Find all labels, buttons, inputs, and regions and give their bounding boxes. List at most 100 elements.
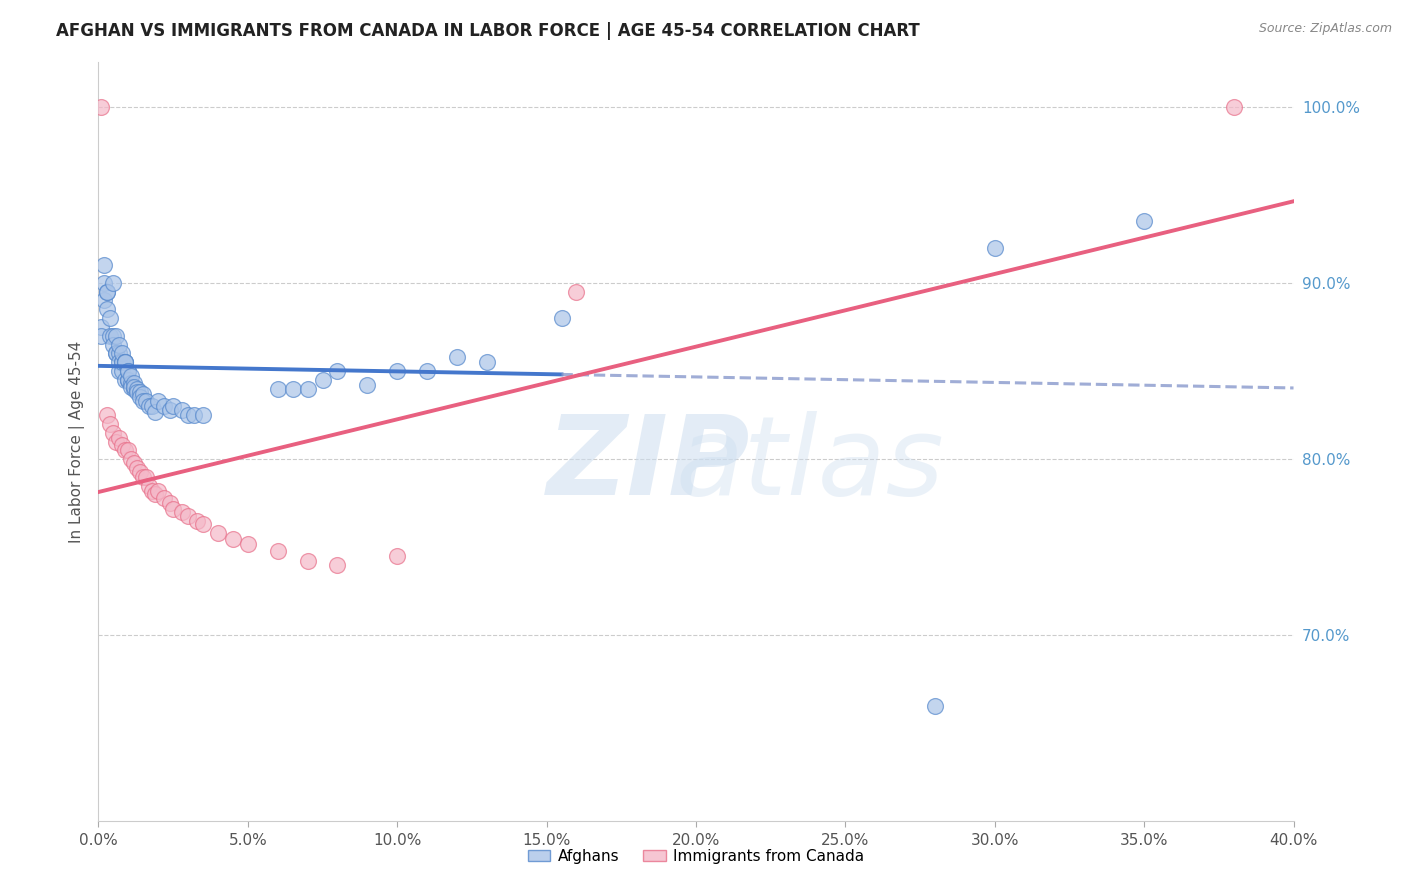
Point <box>267 382 290 396</box>
Point <box>96 285 118 299</box>
Point <box>222 532 245 546</box>
Point <box>141 399 163 413</box>
Point <box>177 408 200 422</box>
Point <box>117 373 139 387</box>
Point <box>138 478 160 492</box>
Point <box>191 408 214 422</box>
Point <box>1133 214 1156 228</box>
Point <box>117 373 139 387</box>
Point <box>132 394 155 409</box>
Point <box>162 399 184 413</box>
Text: ZIP: ZIP <box>547 411 749 517</box>
Point <box>108 355 131 369</box>
Point <box>326 558 349 572</box>
Point <box>117 364 139 378</box>
Point <box>108 431 131 445</box>
Point <box>135 394 157 409</box>
Point <box>550 311 572 326</box>
Point <box>297 382 319 396</box>
Point <box>105 346 128 360</box>
Point <box>120 369 142 384</box>
Point <box>162 501 184 516</box>
Point <box>129 391 152 405</box>
Point <box>90 320 112 334</box>
Point <box>114 373 136 387</box>
Point <box>124 382 146 396</box>
Point <box>117 364 139 378</box>
Point <box>129 385 152 400</box>
Point <box>475 355 498 369</box>
Point <box>90 99 112 113</box>
Point <box>172 402 194 417</box>
Point <box>124 456 146 470</box>
Point <box>111 346 134 360</box>
Point <box>90 328 112 343</box>
Point <box>326 364 349 378</box>
Point <box>191 517 214 532</box>
Point <box>111 355 134 369</box>
Text: atlas: atlas <box>675 411 943 517</box>
Y-axis label: In Labor Force | Age 45-54: In Labor Force | Age 45-54 <box>69 341 84 542</box>
Point <box>153 399 176 413</box>
Point <box>135 470 157 484</box>
Point <box>103 425 125 440</box>
Point <box>117 373 139 387</box>
Point <box>177 508 200 523</box>
Point <box>186 514 208 528</box>
Point <box>207 526 229 541</box>
Point <box>96 302 118 317</box>
Point <box>138 399 160 413</box>
Point <box>267 544 290 558</box>
Point <box>159 402 181 417</box>
Point <box>120 380 142 394</box>
Point <box>120 452 142 467</box>
Point <box>96 408 118 422</box>
Text: Source: ZipAtlas.com: Source: ZipAtlas.com <box>1258 22 1392 36</box>
Point <box>565 285 588 299</box>
Point <box>132 387 155 401</box>
Point <box>96 285 118 299</box>
Point <box>385 364 409 378</box>
Point <box>98 417 122 431</box>
Point <box>236 537 259 551</box>
Point <box>385 549 409 563</box>
Point <box>1223 99 1246 113</box>
Point <box>98 311 122 326</box>
Legend: Afghans, Immigrants from Canada: Afghans, Immigrants from Canada <box>522 843 870 870</box>
Point <box>124 376 146 391</box>
Point <box>924 699 946 714</box>
Point <box>93 258 115 272</box>
Point <box>105 328 128 343</box>
Point <box>127 382 149 396</box>
Point <box>117 443 139 458</box>
Point <box>105 434 128 449</box>
Point <box>114 443 136 458</box>
Point <box>143 404 166 418</box>
Point <box>143 487 166 501</box>
Point <box>108 337 131 351</box>
Point <box>93 276 115 290</box>
Point <box>311 373 333 387</box>
Point <box>183 408 205 422</box>
Point <box>148 483 170 498</box>
Point <box>416 364 439 378</box>
Point <box>297 554 319 568</box>
Point <box>114 355 136 369</box>
Point <box>98 328 122 343</box>
Point <box>281 382 304 396</box>
Point <box>111 355 134 369</box>
Point <box>153 491 176 505</box>
Point <box>446 350 468 364</box>
Point <box>127 461 149 475</box>
Point <box>108 346 131 360</box>
Point <box>148 394 170 409</box>
Point <box>111 364 134 378</box>
Point <box>105 346 128 360</box>
Point <box>356 378 378 392</box>
Text: AFGHAN VS IMMIGRANTS FROM CANADA IN LABOR FORCE | AGE 45-54 CORRELATION CHART: AFGHAN VS IMMIGRANTS FROM CANADA IN LABO… <box>56 22 920 40</box>
Point <box>127 385 149 400</box>
Point <box>132 470 155 484</box>
Point <box>103 276 125 290</box>
Point <box>159 496 181 510</box>
Point <box>103 328 125 343</box>
